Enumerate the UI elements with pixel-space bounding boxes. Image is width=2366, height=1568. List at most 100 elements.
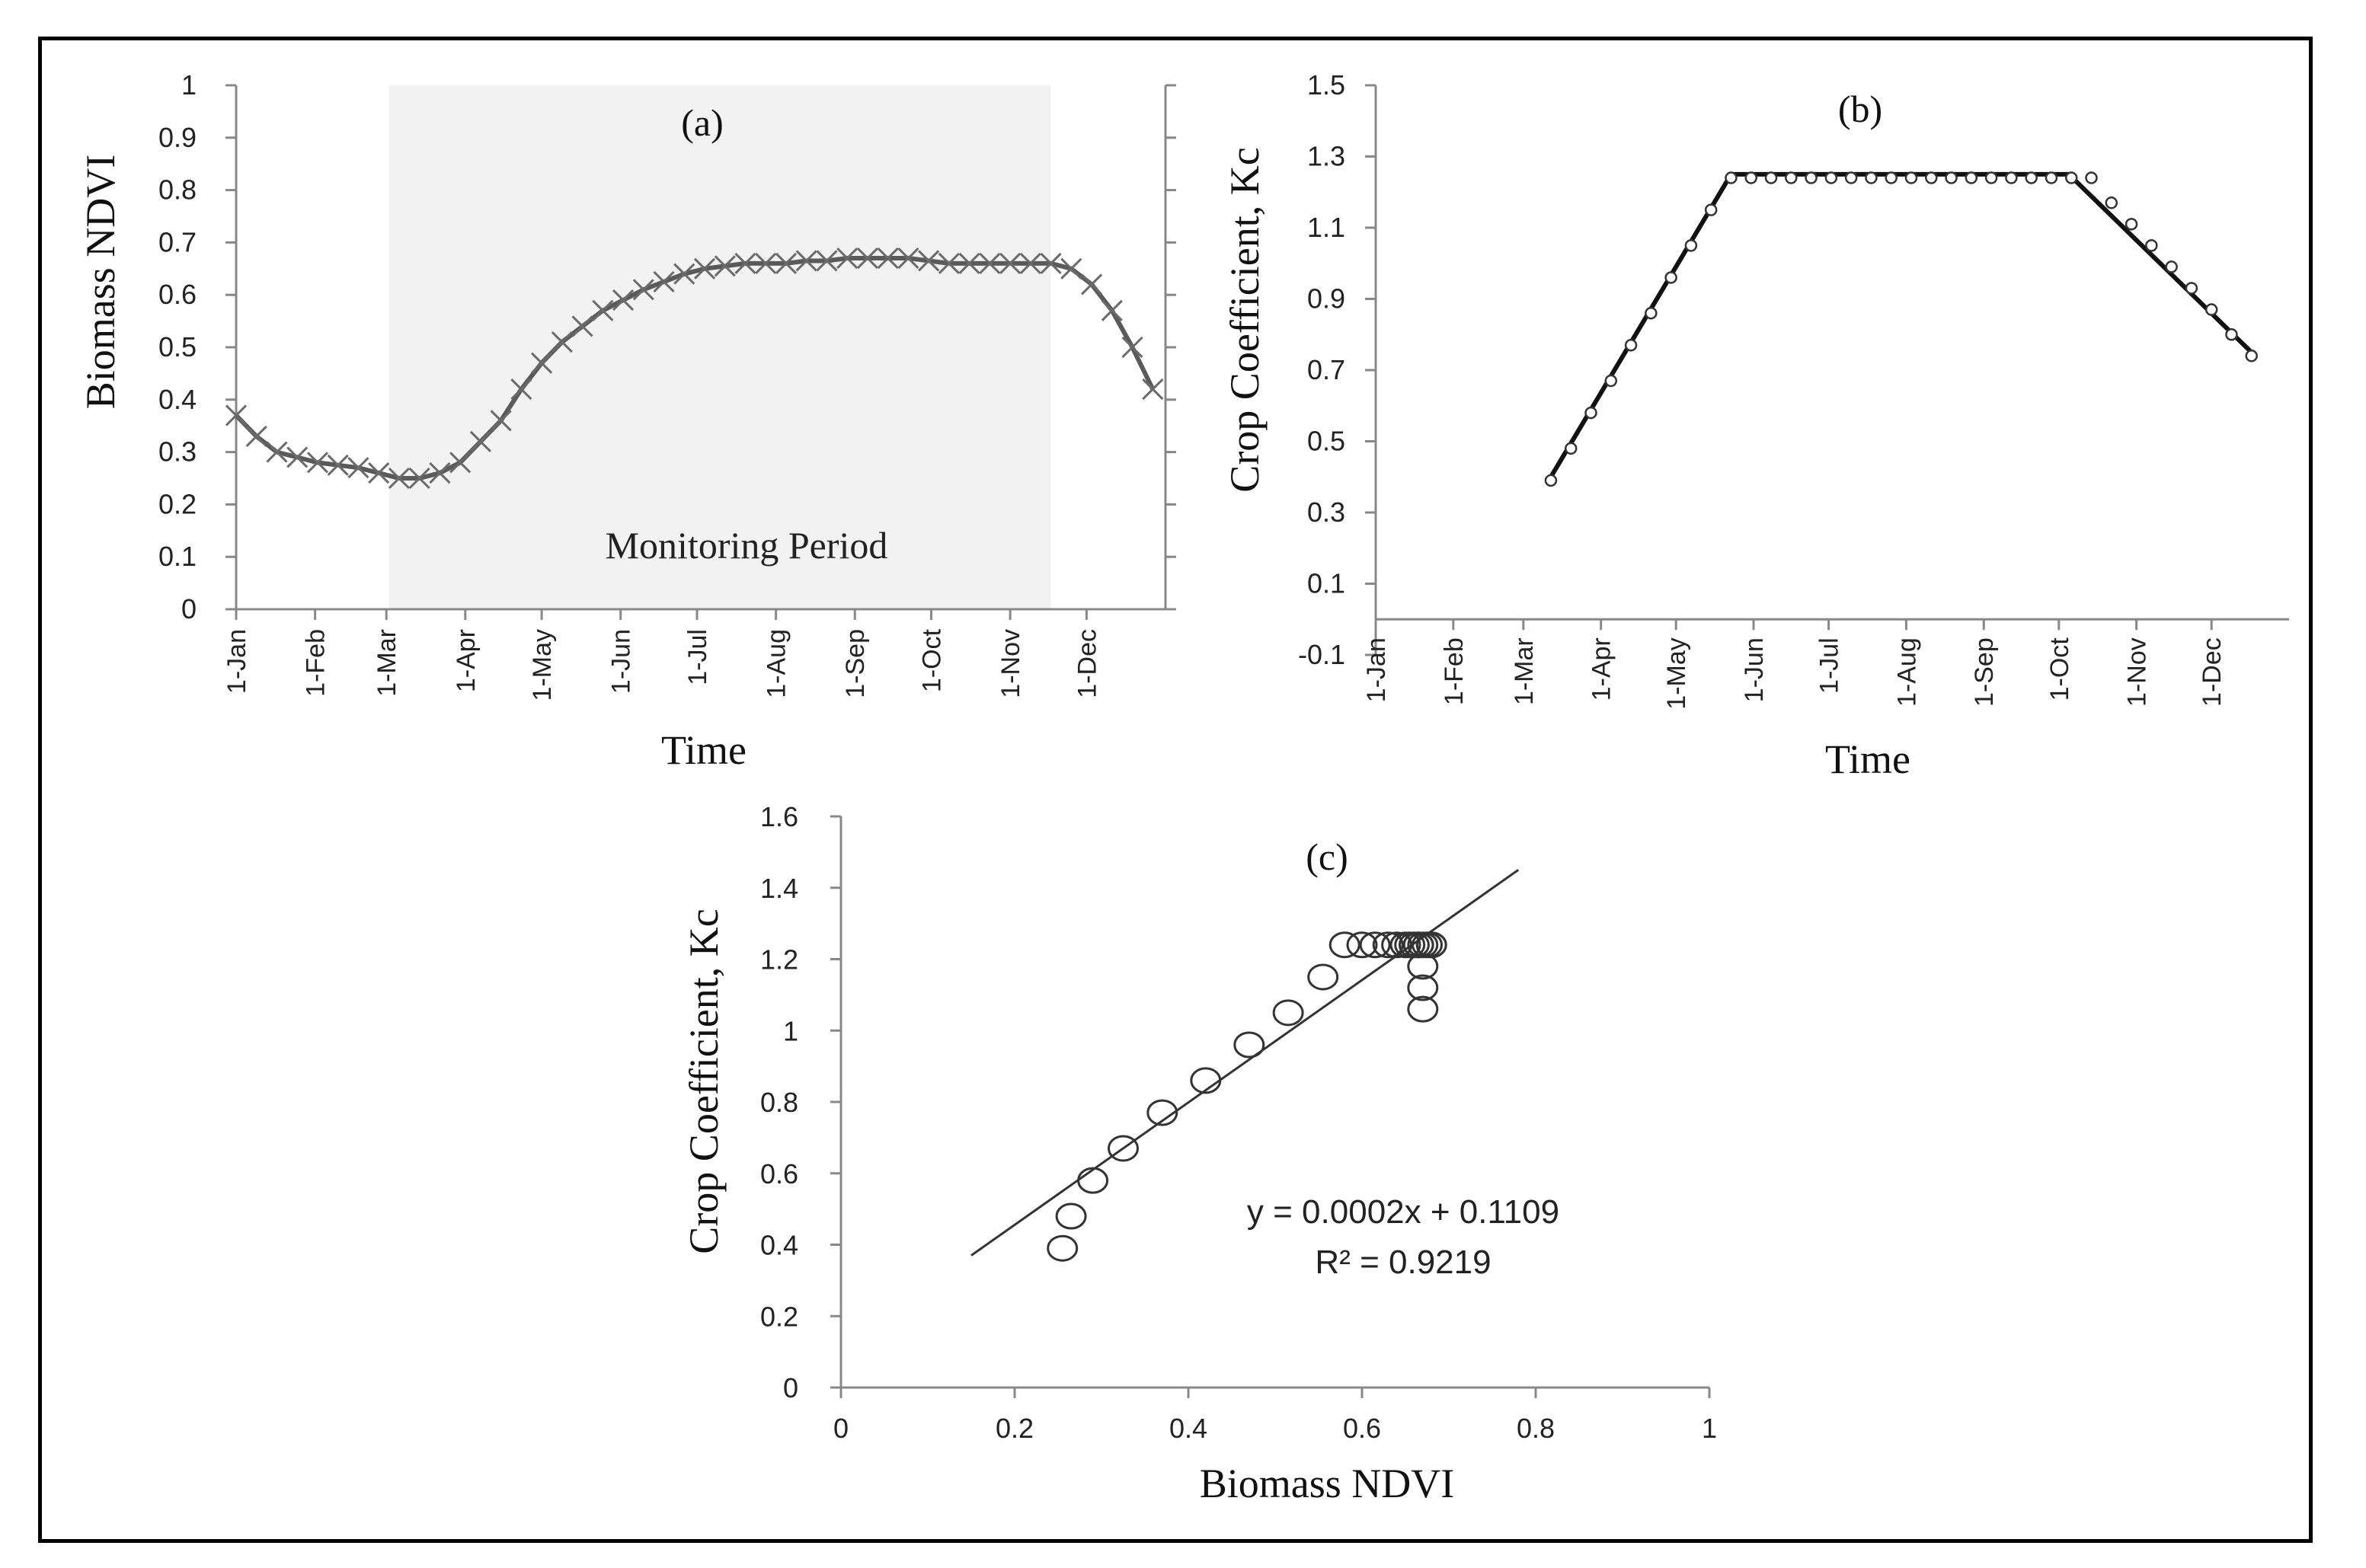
panel-a-tick-labels: 0 0.1 0.2 0.3 0.4 0.5 0.6 0.7 0.8 0.9 1 1-Jan 1-Feb 1… <box>158 69 1101 701</box>
panel-b-kc-point <box>1584 406 1597 420</box>
panel-b-y-tick-label: 0.1 <box>1307 568 1345 599</box>
panel-b-tick-labels: -0.1 0.1 0.3 0.5 0.7 0.9 1.1 1.3 1.5 1-Jan 1-Feb 1-… <box>1298 69 2227 710</box>
panel-a-x-tick-label: 1-Dec <box>1073 629 1101 698</box>
panel-a-x-marker <box>1142 378 1164 401</box>
panel-a-x-marker <box>388 467 410 490</box>
panel-b-x-tick-label: 1-Jul <box>1815 637 1844 694</box>
panel-b-ylabel: Crop Coefficient, Kc <box>1222 147 1268 492</box>
panel-b-series <box>1544 171 2258 487</box>
panel-c-scatter-point <box>1047 1234 1079 1262</box>
panel-a-x-marker <box>449 452 472 474</box>
panel-a-x-tick-label: 1-Aug <box>763 629 791 698</box>
panel-a-y-tick-label: 0.6 <box>158 279 197 310</box>
panel-b: -0.1 0.1 0.3 0.5 0.7 0.9 1.1 1.3 1.5 1-Jan 1-Feb 1-… <box>1222 69 2289 782</box>
panel-a-x-marker <box>795 250 817 272</box>
panel-a-x-marker <box>856 247 878 270</box>
panel-a-x-marker <box>673 263 695 285</box>
panel-b-x-tick-label: 1-Feb <box>1440 637 1469 705</box>
panel-c-axes <box>830 815 1711 1398</box>
panel-b-kc-point <box>2085 171 2098 184</box>
panel-a-x-tick-label: 1-Feb <box>302 629 331 697</box>
panel-a-x-tick-label: 1-Nov <box>996 629 1025 698</box>
panel-a-x-marker <box>632 279 654 301</box>
panel-a-x-marker <box>714 255 736 277</box>
panel-c-scatter-point <box>1233 1031 1265 1059</box>
panel-c-scatter-point <box>1146 1099 1178 1126</box>
panel-b-kc-point <box>2165 260 2178 273</box>
panel-c-scatter-point <box>1402 931 1434 959</box>
panel-a-x-marker <box>897 247 919 270</box>
panel-a-x-marker <box>1060 257 1082 279</box>
panel-b-x-tick-label: 1-Oct <box>2045 637 2074 701</box>
panel-c-x-tick-label: 0.8 <box>1517 1413 1555 1444</box>
panel-b-x-tick-label: 1-Sep <box>1970 637 1999 707</box>
monitoring-period-shade <box>388 85 1051 609</box>
panel-a-y-tick-label: 1 <box>181 69 197 101</box>
panel-b-kc-point <box>1824 171 1838 184</box>
panel-c-y-tick-label: 0.4 <box>760 1230 798 1261</box>
panel-a-x-marker <box>368 462 390 484</box>
panel-c-x-tick-label: 0.6 <box>1343 1413 1381 1444</box>
panel-c-y-tick-label: 0.2 <box>760 1301 798 1332</box>
panel-b-kc-point <box>2105 196 2118 209</box>
panel-b-y-tick-label: -0.1 <box>1298 639 1345 670</box>
panel-a-x-tick-label: 1-Jun <box>607 629 636 694</box>
panel-a-x-marker <box>653 270 675 293</box>
panel-c-scatter-point <box>1372 931 1404 959</box>
panel-c-tick-labels: 0 0.2 0.4 0.6 0.8 1 1.2 1.4 1.6 0 0.2 0.4 0.6 0.8 1 <box>760 801 1717 1444</box>
panel-a-series <box>225 247 1164 490</box>
panel-c-y-tick-label: 0.6 <box>760 1158 798 1190</box>
trendline-equation: y = 0.0002x + 0.1109 <box>1247 1193 1559 1231</box>
panel-b-y-tick-label: 0.9 <box>1307 283 1345 315</box>
panel-c-y-tick-label: 1.2 <box>760 944 798 976</box>
panel-a-y-tick-label: 0.8 <box>158 174 197 206</box>
panel-a-x-marker <box>551 331 573 353</box>
panel-b-kc-point <box>1844 171 1858 184</box>
panel-a-x-tick-label: 1-Apr <box>452 629 481 692</box>
panel-c-scatter-point <box>1328 931 1360 959</box>
panel-c-scatter-point <box>1407 995 1439 1023</box>
panel-a-x-marker <box>999 252 1022 274</box>
panel-a-x-marker <box>918 250 940 272</box>
panel-b-kc-point <box>1564 442 1578 455</box>
panel-c-x-tick-label: 1 <box>1702 1413 1717 1444</box>
panel-a-x-marker <box>327 454 349 476</box>
panel-b-y-tick-label: 0.5 <box>1307 426 1345 457</box>
panel-b-kc-point <box>1544 474 1558 487</box>
panel-a-x-marker <box>347 457 369 479</box>
panel-a-x-marker <box>469 430 491 452</box>
panel-a-x-marker <box>510 378 532 401</box>
panel-a-x-marker <box>592 299 614 321</box>
panel-b-kc-point <box>1645 306 1658 320</box>
panel-a-x-marker <box>286 446 309 468</box>
panel-a-y-tick-label: 0.7 <box>158 226 197 257</box>
panel-a-x-tick-label: 1-Oct <box>917 628 946 692</box>
panel-c-ylabel: Crop Coefficient, Kc <box>681 909 727 1253</box>
panel-b-kc-point <box>2185 282 2198 295</box>
panel-a-x-tick-label: 1-Jan <box>222 629 251 694</box>
panel-a-x-marker <box>693 257 716 279</box>
panel-b-kc-point <box>1624 339 1638 352</box>
panel-b-axes <box>1365 84 2289 656</box>
panel-b-y-tick-label: 1.3 <box>1307 141 1345 172</box>
monitoring-period-label: Monitoring Period <box>606 524 888 567</box>
panel-b-kc-point <box>1904 171 1918 184</box>
panel-a-y-tick-label: 0.4 <box>158 384 197 415</box>
panel-b-kc-point <box>1865 171 1878 184</box>
panel-c-scatter-point <box>1307 963 1339 991</box>
panel-a-y-tick-label: 0.2 <box>158 488 197 519</box>
panel-c-scatter-point <box>1077 1167 1109 1194</box>
panel-a-y-tick-label: 0.3 <box>158 436 197 468</box>
panel-b-kc-point <box>1744 171 1757 184</box>
panel-a-x-marker <box>938 252 960 274</box>
panel-a-x-marker <box>245 425 267 448</box>
panel-b-kc-point <box>2005 171 2018 184</box>
panel-b-kc-point <box>1725 171 1738 184</box>
panel-c-scatter-point <box>1055 1202 1087 1230</box>
panel-b-kc-point <box>1664 271 1677 284</box>
panel-b-kc-point <box>2045 171 2058 184</box>
panel-a-x-tick-label: 1-Jul <box>683 629 712 685</box>
panel-b-kc-point <box>1764 171 1778 184</box>
panel-b-y-tick-label: 1.1 <box>1307 212 1345 243</box>
panel-a-y-tick-label: 0.1 <box>158 541 197 572</box>
